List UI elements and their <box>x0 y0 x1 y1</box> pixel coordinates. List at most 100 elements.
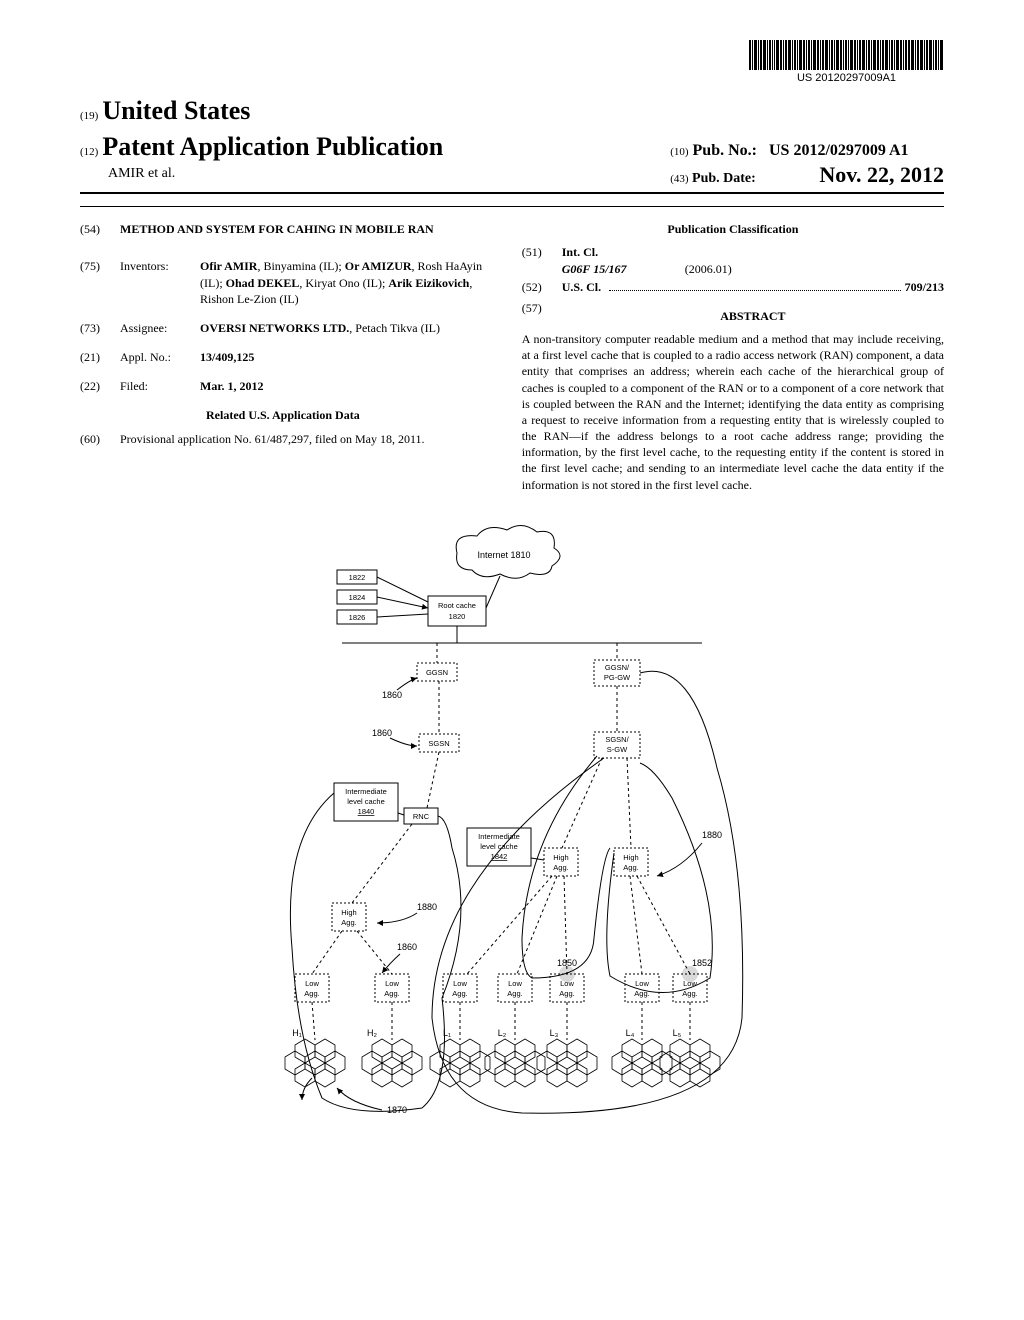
hex-cluster-6 <box>612 1039 672 1087</box>
svg-text:Low: Low <box>453 979 467 988</box>
int-cache1-label1: Intermediate <box>345 787 387 796</box>
conn-h2-l6 <box>630 876 642 974</box>
hex-cluster-4 <box>485 1039 545 1087</box>
sgsn2-label1: SGSN/ <box>605 735 629 744</box>
pub-date-line: (43) Pub. Date: Nov. 22, 2012 <box>670 162 944 188</box>
arrow-1870 <box>337 1088 382 1110</box>
conn-h1-l3 <box>467 876 552 974</box>
svg-text:Agg.: Agg. <box>507 989 522 998</box>
ref-1860b: 1860 <box>372 728 392 738</box>
high-agg1-label2: Agg. <box>553 863 568 872</box>
field-code-51: (51) <box>522 244 562 278</box>
inventor-loc-2: , Kiryat Ono (IL); <box>299 276 388 290</box>
inventor-name-2: Ohad DEKEL <box>226 276 300 290</box>
right-column: Publication Classification (51) Int. Cl.… <box>522 221 944 493</box>
high-agg1-label1: High <box>553 853 568 862</box>
country-line: (19) United States <box>80 96 944 126</box>
conn-low1-hex <box>312 1002 315 1040</box>
ref-1880: 1880 <box>417 902 437 912</box>
field-label-applno: Appl. No.: <box>120 349 200 366</box>
filed-value: Mar. 1, 2012 <box>200 378 486 395</box>
country-name: United States <box>102 96 250 125</box>
svg-text:Low: Low <box>508 979 522 988</box>
l1-label: L₁ <box>443 1028 451 1038</box>
marker-1852 <box>682 966 698 982</box>
pub-date-label: Pub. Date: <box>692 171 756 186</box>
network-diagram: Internet 1810 1822 1824 1826 Root cache … <box>232 518 792 1138</box>
pub-type-code: (12) <box>80 146 98 158</box>
arrow-1860c <box>382 954 400 973</box>
intcl-label: Int. Cl. <box>562 244 732 261</box>
marker-1850 <box>559 966 575 982</box>
field-label-assignee: Assignee: <box>120 320 200 337</box>
uscl-line: (52) U.S. Cl. 709/213 <box>522 279 944 296</box>
h1-label: H₁ <box>292 1028 302 1038</box>
svg-text:Agg.: Agg. <box>304 989 319 998</box>
field-title: (54) METHOD AND SYSTEM FOR CAHING IN MOB… <box>80 221 486 250</box>
l4-label: L₄ <box>626 1028 635 1038</box>
inventor-name-3: Arik Eizikovich <box>388 276 469 290</box>
pub-num-code: (10) <box>670 146 688 158</box>
divider-thin <box>80 206 944 207</box>
barcode-number: US 20120297009A1 <box>749 72 944 84</box>
field-code-21: (21) <box>80 349 120 366</box>
l3-label: L₃ <box>550 1028 559 1038</box>
conn-1826-root <box>377 614 428 617</box>
h2-label: H₂ <box>367 1028 377 1038</box>
field-code-75: (75) <box>80 258 120 308</box>
conn-rnc-high3 <box>352 824 412 903</box>
ref-1860c: 1860 <box>397 942 417 952</box>
field-label-inventors: Inventors: <box>120 258 200 308</box>
region-left <box>290 793 461 1111</box>
intcl-block: Int. Cl. G06F 15/167 (2006.01) <box>562 244 732 278</box>
abstract-header: ABSTRACT <box>562 308 944 325</box>
rnc-label: RNC <box>413 812 430 821</box>
internet-label: Internet 1810 <box>477 550 530 560</box>
int-cache2-label2: level cache <box>480 842 518 851</box>
hex-cluster-7 <box>660 1039 720 1087</box>
assignee-loc: , Petach Tikva (IL) <box>349 321 440 335</box>
patent-page: US 20120297009A1 (19) United States (12)… <box>0 0 1024 1163</box>
high-agg2-label1: High <box>623 853 638 862</box>
pub-date-code: (43) <box>670 173 688 185</box>
pub-type: Patent Application Publication <box>102 132 443 161</box>
applno: 13/409,125 <box>200 350 254 364</box>
root-cache-label2: 1820 <box>449 612 466 621</box>
arrow-1870b <box>302 1078 312 1100</box>
int-cache2-label3: 1842 <box>491 852 508 861</box>
uscl-value: 709/213 <box>905 279 944 296</box>
conn-sgsn2-high1 <box>562 758 602 848</box>
assignee-name: OVERSI NETWORKS LTD. <box>200 321 349 335</box>
barcode: US 20120297009A1 <box>749 40 944 84</box>
pub-date: Nov. 22, 2012 <box>819 162 944 187</box>
int-cache2-label1: Intermediate <box>478 832 520 841</box>
arrow-1880 <box>377 913 417 923</box>
left-column: (54) METHOD AND SYSTEM FOR CAHING IN MOB… <box>80 221 486 493</box>
inventors-value: Ofir AMIR, Binyamina (IL); Or AMIZUR, Ro… <box>200 258 486 308</box>
inventor-name-0: Ofir AMIR <box>200 259 257 273</box>
high-agg3-label2: Agg. <box>341 918 356 927</box>
pub-info: (10) Pub. No.: US 2012/0297009 A1 (43) P… <box>670 142 944 188</box>
pub-num-line: (10) Pub. No.: US 2012/0297009 A1 <box>670 142 944 160</box>
l2-label: L₂ <box>498 1028 507 1038</box>
filed: Mar. 1, 2012 <box>200 379 264 393</box>
arrow-1880b <box>657 843 702 876</box>
ggsn2-label1: GGSN/ <box>605 663 630 672</box>
arrow-1860b <box>390 738 417 746</box>
field-code-52: (52) <box>522 279 562 296</box>
country-code: (19) <box>80 110 98 122</box>
field-code-54: (54) <box>80 221 120 250</box>
biblio-columns: (54) METHOD AND SYSTEM FOR CAHING IN MOB… <box>80 221 944 493</box>
conn-h2-l7 <box>637 876 690 974</box>
header: (19) United States (12) Patent Applicati… <box>80 96 944 188</box>
intcl-class: G06F 15/167 <box>562 261 682 278</box>
field-applno: (21) Appl. No.: 13/409,125 <box>80 349 486 366</box>
pub-num-label: Pub. No.: <box>693 142 757 159</box>
pub-type-block: (12) Patent Application Publication AMIR… <box>80 132 443 182</box>
abstract-header-row: (57) ABSTRACT <box>522 300 944 331</box>
field-provisional: (60) Provisional application No. 61/487,… <box>80 431 486 448</box>
int-cache1-label2: level cache <box>347 797 385 806</box>
svg-text:Low: Low <box>635 979 649 988</box>
ref-1852: 1852 <box>692 958 712 968</box>
svg-text:Low: Low <box>305 979 319 988</box>
